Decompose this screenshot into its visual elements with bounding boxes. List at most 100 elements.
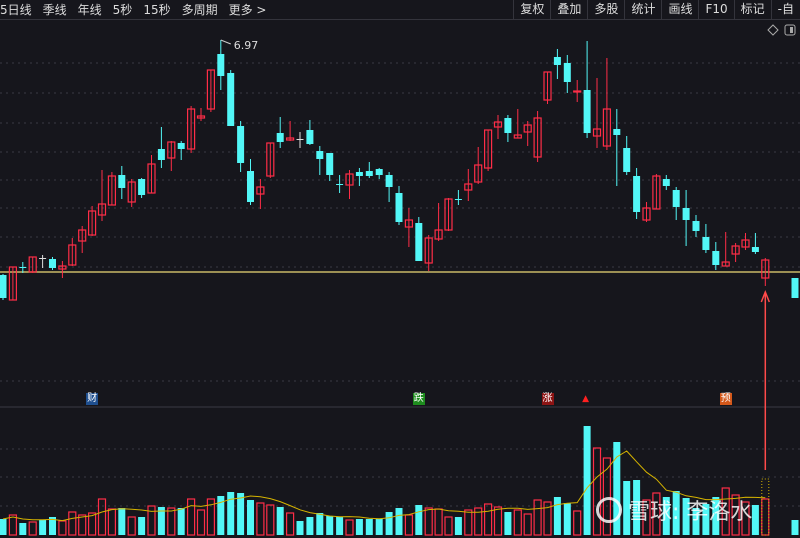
period-tab[interactable]: 5日线 <box>0 3 32 17</box>
action-button[interactable]: 多股 <box>587 0 624 19</box>
action-button[interactable]: 叠加 <box>550 0 587 19</box>
candle-body-up <box>107 175 117 206</box>
candle-body-up <box>266 142 275 177</box>
volume-bar-down <box>118 508 126 535</box>
volume-bar-up <box>533 499 542 536</box>
action-button[interactable]: 统计 <box>624 0 661 19</box>
candle-body-doji <box>296 139 304 140</box>
period-tabs: 5日线 季线 年线 5秒 15秒 多周期 更多 > <box>0 0 277 19</box>
candle-body-down <box>237 126 245 163</box>
period-tab[interactable]: 5秒 <box>112 3 133 17</box>
volume-bar-down <box>623 481 631 535</box>
diamond-icon[interactable] <box>767 24 779 36</box>
candle-body-down <box>662 179 670 186</box>
period-tab[interactable]: 更多 > <box>228 3 267 17</box>
candle-body-up <box>28 256 37 273</box>
volume-bar-up <box>266 504 275 536</box>
volume-bar-down <box>504 512 512 535</box>
kline-chart[interactable]: 6.97 <box>0 20 800 538</box>
candle-body-down <box>375 169 383 175</box>
volume-bar-down <box>336 517 344 535</box>
candle-body-down <box>553 57 561 65</box>
candle-body-down <box>385 175 393 187</box>
candle-body-up <box>345 173 354 186</box>
candle-body-up <box>543 71 552 101</box>
volume-bar-up <box>721 487 730 536</box>
volume-bar-down <box>375 519 383 535</box>
panel-toggle-icon[interactable] <box>784 24 796 36</box>
volume-bar-up <box>652 492 661 536</box>
event-marker[interactable]: 预 <box>719 393 732 405</box>
volume-bar-down <box>326 516 334 535</box>
candle-body-down <box>336 184 344 185</box>
candle-body-down <box>395 193 403 222</box>
volume-bar-up <box>187 498 196 536</box>
event-marker[interactable]: 财 <box>86 393 99 405</box>
candle-body-down <box>227 73 235 126</box>
volume-bar-down <box>751 505 759 535</box>
volume-bar-down <box>19 523 27 535</box>
high-pointer <box>220 39 231 45</box>
period-tab[interactable]: 多周期 <box>181 3 218 17</box>
candle-body-down <box>247 171 254 202</box>
candle-body-up <box>721 261 730 267</box>
candle-body-up <box>87 210 97 236</box>
volume-bar-up <box>127 516 136 536</box>
volume-bar-up <box>741 501 750 536</box>
candle-body-up <box>592 128 602 137</box>
action-button[interactable]: 复权 <box>513 0 550 19</box>
volume-bar-down <box>296 521 304 535</box>
volume-bar-down <box>791 520 799 535</box>
action-button[interactable]: -自 <box>770 0 800 19</box>
volume-bar-up <box>493 506 503 536</box>
high-price-label: 6.97 <box>234 39 258 52</box>
candle-body-up <box>642 207 651 221</box>
candle-body-up <box>513 134 522 139</box>
volume-bar-up <box>434 508 443 536</box>
event-marker[interactable]: ▲ <box>582 394 590 404</box>
chart-actions: 复权 叠加 多股 统计 画线 F10 标记 -自 <box>513 0 800 19</box>
volume-bar-down <box>39 520 47 535</box>
candle-body-up <box>286 137 295 141</box>
candle-body-up <box>187 108 196 150</box>
volume-bar-up <box>474 507 483 536</box>
volume-bar-down <box>49 517 56 535</box>
period-tab[interactable]: 年线 <box>77 3 102 17</box>
candle-body-up <box>58 265 67 270</box>
event-marker[interactable]: 跌 <box>412 393 425 405</box>
volume-bar-up <box>167 507 176 536</box>
period-tab[interactable]: 15秒 <box>143 3 171 17</box>
candle-body-up <box>523 124 532 133</box>
candle-body-down <box>326 153 334 175</box>
candle-body-down <box>682 208 690 220</box>
candle-body-up <box>474 164 483 183</box>
volume-bar-down <box>454 517 462 535</box>
volume-bar-up <box>543 501 552 536</box>
volume-bar-down <box>0 519 7 535</box>
candle-body-up <box>573 90 582 93</box>
candle-body-up <box>68 244 77 266</box>
candle-body-down <box>692 221 700 231</box>
volume-bar-down <box>247 500 254 535</box>
volume-bar-up <box>602 457 612 536</box>
volume-bar-down <box>365 519 373 535</box>
action-button[interactable]: F10 <box>698 0 733 19</box>
volume-bar-up <box>484 503 493 536</box>
event-marker[interactable]: 涨 <box>541 393 554 405</box>
candle-body-up <box>78 229 87 242</box>
candle-body-down <box>306 130 314 144</box>
candle-body-up <box>424 237 433 264</box>
candle-body-down <box>563 63 571 82</box>
volume-bar-down <box>583 426 591 535</box>
candle-body-up <box>256 186 265 195</box>
period-tab[interactable]: 季线 <box>42 3 67 17</box>
volume-bar-up <box>761 498 770 536</box>
volume-bar-down <box>682 498 690 535</box>
volume-bar-down <box>395 508 403 535</box>
candle-body-up <box>147 163 156 194</box>
action-button[interactable]: 标记 <box>733 0 771 19</box>
action-button[interactable]: 画线 <box>661 0 698 19</box>
volume-bar-up <box>256 502 265 536</box>
candle-body-down <box>177 143 185 149</box>
candle-body-down <box>0 275 7 298</box>
